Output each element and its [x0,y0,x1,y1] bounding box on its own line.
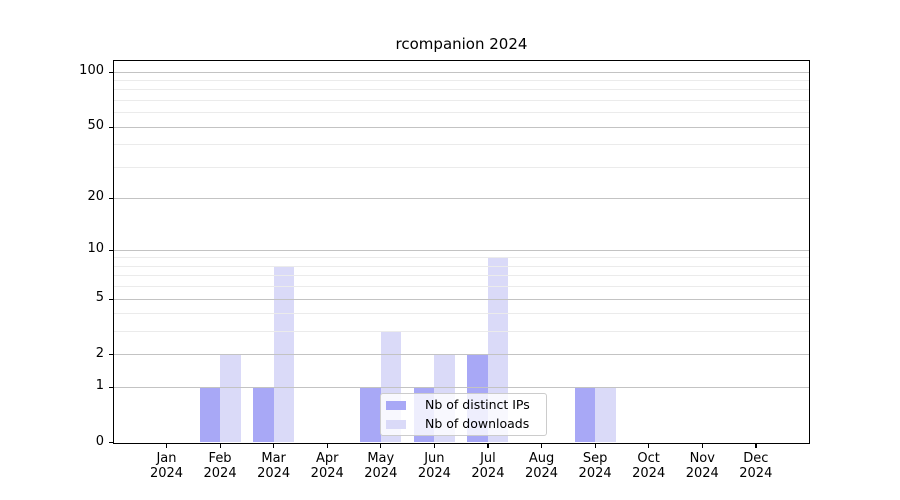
plot-area [109,60,810,444]
x-tick-label-jul: Jul 2024 [471,451,505,481]
bar-feb-s0 [199,386,221,443]
x-tick-mark [166,443,168,448]
major-gridline [114,249,809,251]
x-tick-label-sep: Sep 2024 [578,451,612,481]
minor-gridline [114,313,809,315]
minor-gridline [114,112,809,114]
legend-label: Nb of distinct IPs [425,397,530,412]
y-tick-mark [109,71,113,73]
x-tick-label-nov: Nov 2024 [685,451,719,481]
bar-feb-s1 [220,354,241,443]
y-tick-label: 10 [87,241,104,257]
bar-mar-s0 [253,386,274,443]
legend-swatch [386,419,406,429]
x-tick-mark [755,443,757,448]
minor-gridline [114,265,809,267]
x-tick-label-feb: Feb 2024 [203,451,237,481]
y-tick-mark [109,354,113,356]
x-tick-mark [326,443,328,448]
minor-gridline [114,166,809,168]
y-tick-label: 0 [95,434,104,449]
y-tick-mark [109,441,113,443]
major-gridline [114,386,809,388]
x-tick-mark [219,443,221,448]
minor-gridline [114,331,809,333]
x-tick-mark [433,443,436,448]
x-tick-label-dec: Dec 2024 [739,451,773,481]
major-gridline [114,354,809,356]
x-tick-label-jun: Jun 2024 [417,451,451,481]
major-gridline [114,126,809,128]
major-gridline [114,298,809,300]
y-tick-label: 20 [87,189,104,205]
x-tick-mark [701,443,703,448]
legend-entry: Nb of downloads [386,417,546,431]
legend: Nb of distinct IPs Nb of downloads [380,393,547,436]
minor-gridline [114,89,809,91]
y-tick-mark [109,249,113,251]
x-tick-mark [541,443,543,448]
y-tick-mark [109,386,113,388]
minor-gridline [114,80,809,82]
y-tick-mark [109,126,113,128]
y-tick-label: 2 [95,345,104,361]
bar-sep-s0 [574,386,596,443]
y-tick-label: 50 [87,118,104,134]
x-tick-label-jan: Jan 2024 [149,451,184,481]
bar-may-s0 [360,386,381,443]
minor-gridline [114,144,809,146]
y-tick-label: 100 [79,63,104,79]
x-tick-mark [594,443,596,448]
minor-gridline [114,286,809,288]
minor-gridline [114,99,809,101]
legend-label: Nb of downloads [425,416,530,431]
major-gridline [114,197,809,199]
y-tick-mark [109,197,113,200]
y-tick-mark [109,298,113,300]
x-tick-mark [487,443,489,448]
bar-sep-s1 [595,386,616,443]
legend-entry: Nb of distinct IPs [386,398,546,412]
x-tick-label-may: May 2024 [364,451,398,481]
y-tick-label: 1 [95,378,104,394]
x-tick-mark [273,443,275,448]
minor-gridline [114,257,809,259]
x-tick-mark [648,443,650,448]
x-tick-label-apr: Apr 2024 [310,451,344,481]
legend-swatch [386,400,406,410]
y-tick-label: 5 [95,290,104,306]
minor-gridline [114,275,809,277]
major-gridline [114,71,809,73]
x-tick-mark [380,443,382,448]
x-tick-label-oct: Oct 2024 [632,451,666,481]
chart-title: rcompanion 2024 [395,35,528,53]
x-tick-label-mar: Mar 2024 [257,451,291,481]
x-tick-label-aug: Aug 2024 [524,451,559,481]
